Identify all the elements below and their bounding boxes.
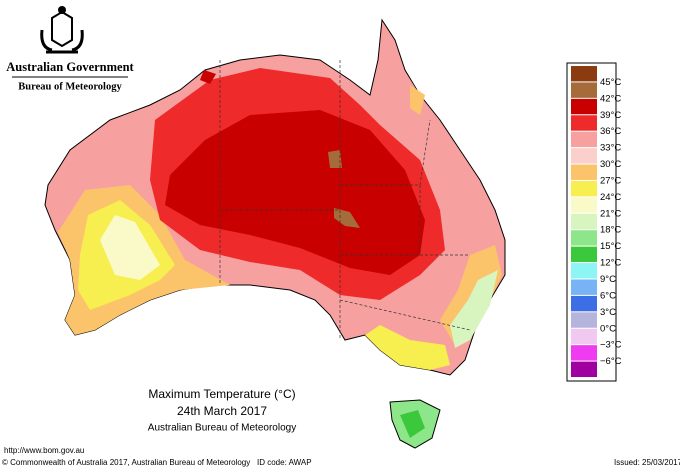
legend-label: 9°C bbox=[600, 274, 616, 285]
legend-swatch bbox=[571, 148, 597, 164]
legend-swatch bbox=[571, 164, 597, 180]
legend-label: 12°C bbox=[600, 258, 621, 269]
map-title: Maximum Temperature (°C) bbox=[148, 387, 295, 401]
legend-swatch bbox=[571, 131, 597, 148]
agency-title: Bureau of Meteorology bbox=[18, 81, 122, 92]
legend-label: 18°C bbox=[600, 225, 621, 236]
map-source: Australian Bureau of Meteorology bbox=[148, 423, 296, 434]
legend-swatch bbox=[571, 246, 597, 263]
legend-label: 27°C bbox=[600, 175, 621, 186]
legend-label: 3°C bbox=[600, 307, 616, 318]
legend-swatch bbox=[571, 230, 597, 246]
legend-swatch bbox=[571, 295, 597, 312]
legend-swatch bbox=[571, 98, 597, 115]
legend-label: 39°C bbox=[600, 110, 621, 121]
legend-swatch bbox=[571, 82, 597, 98]
australia-map bbox=[44, 18, 506, 449]
footer-copyright: © Commonwealth of Australia 2017, Austra… bbox=[2, 458, 250, 467]
legend-swatch bbox=[571, 279, 597, 295]
crest bbox=[40, 6, 84, 54]
footer-url: http://www.bom.gov.au bbox=[4, 446, 84, 455]
legend: 45°C 42°C 39°C 36°C 33°C 30°C 27°C 24°C 21°C 18°C… bbox=[566, 62, 622, 382]
legend-label: 30°C bbox=[600, 159, 621, 170]
legend-swatch bbox=[571, 263, 597, 279]
legend-label: 33°C bbox=[600, 143, 621, 154]
legend-swatch bbox=[571, 213, 597, 230]
legend-label: 0°C bbox=[600, 323, 616, 334]
legend-swatch bbox=[571, 66, 597, 82]
legend-label: 15°C bbox=[600, 241, 621, 252]
map-date: 24th March 2017 bbox=[177, 404, 267, 418]
legend-label: −3°C bbox=[600, 340, 622, 351]
legend-swatch bbox=[571, 197, 597, 213]
legend-swatch bbox=[571, 312, 597, 328]
gov-title: Australian Government bbox=[6, 60, 134, 74]
legend-swatch bbox=[571, 115, 597, 131]
legend-label: 36°C bbox=[600, 126, 621, 137]
legend-label: 6°C bbox=[600, 290, 616, 301]
legend-swatch bbox=[571, 328, 597, 345]
legend-swatch bbox=[571, 180, 597, 197]
legend-swatch bbox=[571, 361, 597, 377]
legend-swatch bbox=[571, 345, 597, 361]
legend-label: 24°C bbox=[600, 192, 621, 203]
legend-label: 45°C bbox=[600, 77, 621, 88]
legend-label: −6°C bbox=[600, 356, 622, 367]
footer-issued: Issued: 25/03/2017 bbox=[614, 458, 680, 467]
footer-id: ID code: AWAP bbox=[257, 458, 312, 467]
legend-label: 42°C bbox=[600, 93, 621, 104]
legend-label: 21°C bbox=[600, 208, 621, 219]
